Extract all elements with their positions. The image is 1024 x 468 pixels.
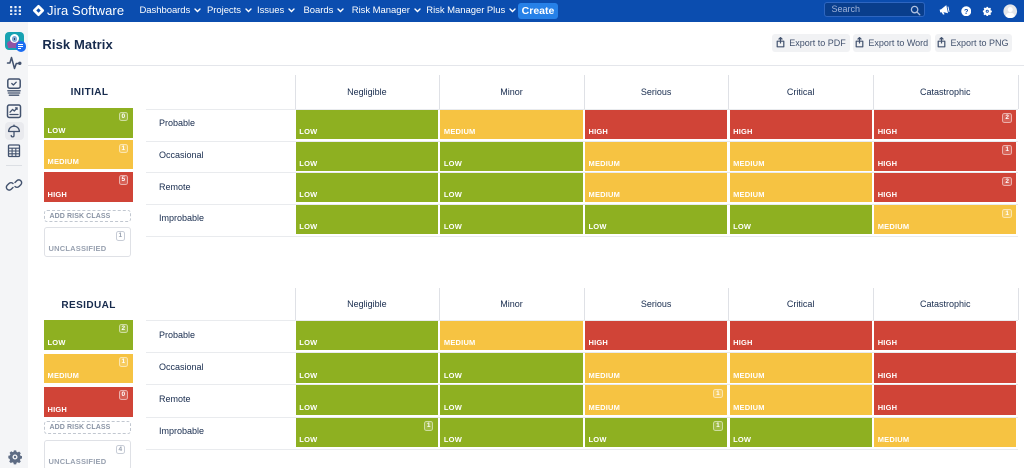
svg-text:?: ? (964, 6, 969, 15)
